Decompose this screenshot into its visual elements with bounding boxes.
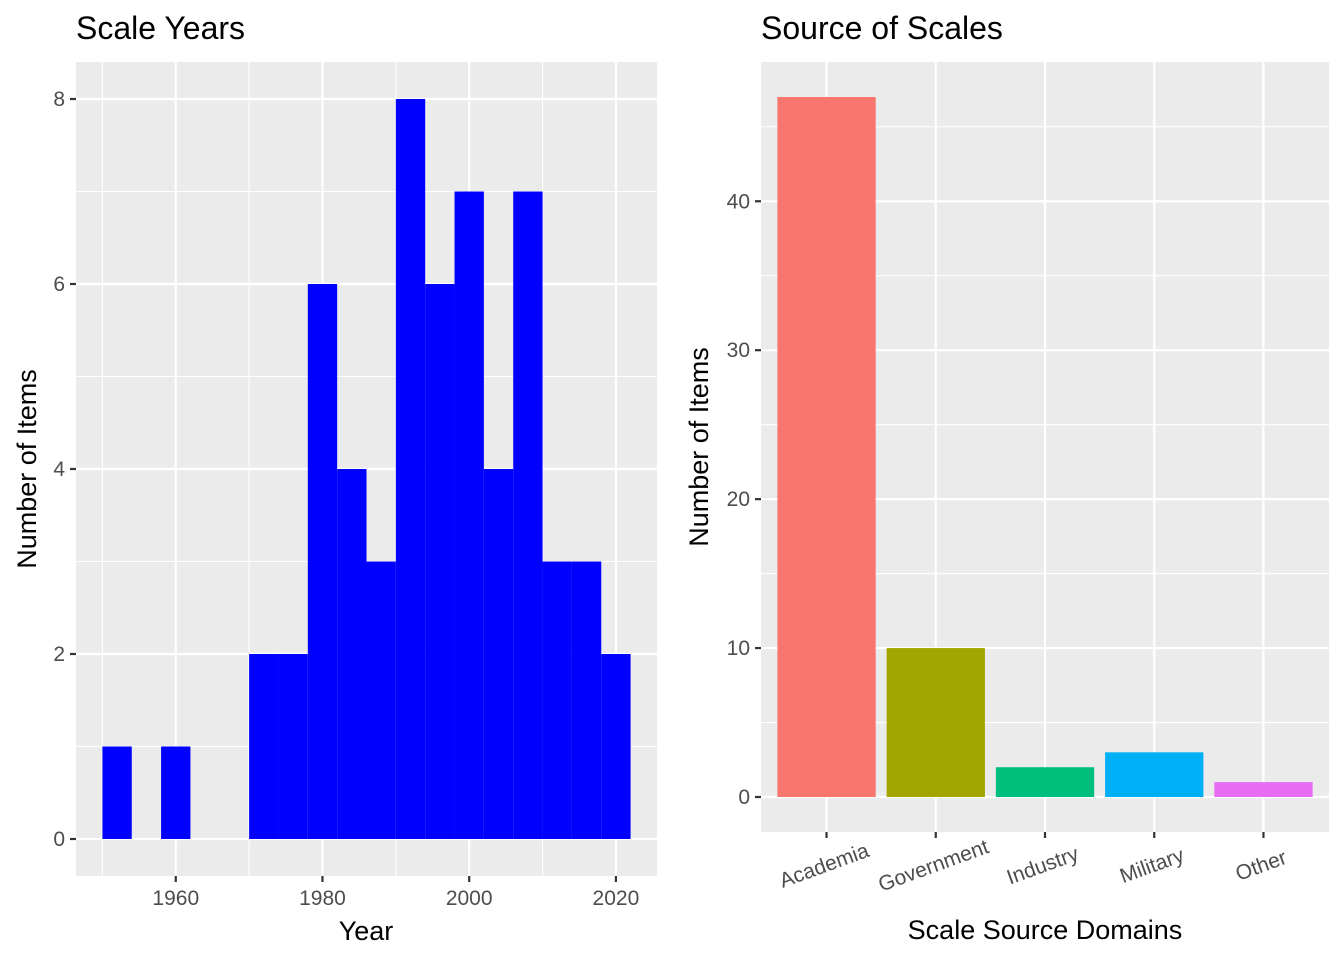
bar-chart-x-axis-title: Scale Source Domains (908, 915, 1183, 945)
histogram-x-tick-label: 2020 (593, 887, 640, 910)
bar-chart-y-tick-label: 10 (727, 637, 750, 660)
histogram-bar (425, 284, 455, 839)
histogram-bar (601, 654, 631, 839)
bar-chart-y-axis-title: Number of Items (684, 347, 714, 547)
histogram-x-tick-label: 1980 (299, 887, 346, 910)
histogram-y-tick-label: 6 (53, 273, 65, 296)
histogram-y-axis-title: Number of Items (12, 369, 42, 569)
histogram-bar (278, 654, 308, 839)
bar-chart-bar-government (886, 648, 985, 797)
histogram-bar (542, 561, 572, 839)
bar-chart-bar-academia (777, 97, 876, 797)
histogram-bar (161, 746, 191, 839)
histogram-bars (102, 99, 631, 839)
histogram-x-axis-ticks: 1960 1980 2000 2020 (152, 876, 639, 910)
histogram-y-tick-label: 4 (53, 458, 65, 481)
source-bar-chart: Source of Scales Academia Government Indus… (684, 10, 1329, 945)
histogram-bar (454, 191, 484, 839)
histogram-y-tick-label: 0 (53, 828, 65, 851)
histogram-bar (102, 746, 132, 839)
histogram-title: Scale Years (76, 10, 245, 46)
bar-chart-bar-military (1105, 752, 1204, 797)
histogram-bar (513, 191, 543, 839)
bar-chart-bars (777, 97, 1313, 797)
bar-chart-y-tick-label: 0 (738, 786, 750, 809)
histogram-bar (483, 469, 514, 839)
histogram-x-tick-label: 2000 (446, 887, 493, 910)
bar-chart-x-tick-label: Government (875, 835, 992, 896)
bar-chart-y-tick-label: 20 (727, 488, 750, 511)
bar-chart-y-tick-label: 40 (727, 190, 750, 213)
bar-chart-x-axis-ticks: Academia Government Industry Military Other (777, 832, 1290, 896)
histogram-bar (337, 469, 367, 839)
bar-chart-x-tick-label: Military (1117, 844, 1188, 889)
bar-chart-title: Source of Scales (761, 10, 1003, 46)
bar-chart-bar-other (1214, 782, 1313, 797)
histogram-x-axis-title: Year (339, 916, 394, 946)
histogram-x-tick-label: 1960 (152, 887, 199, 910)
bar-chart-x-tick-label: Academia (777, 839, 873, 893)
bar-chart-y-tick-label: 30 (727, 339, 750, 362)
histogram-bar (249, 654, 279, 839)
histogram-y-tick-label: 2 (53, 643, 65, 666)
bar-chart-x-tick-label: Other (1233, 846, 1290, 886)
bar-chart-x-tick-label: Industry (1004, 842, 1083, 889)
histogram-bar (571, 561, 602, 839)
bar-chart-y-axis-ticks: 0 10 20 30 40 (727, 190, 761, 809)
histogram-bar (366, 561, 396, 839)
histogram-y-tick-label: 8 (53, 88, 65, 111)
histogram-y-axis-ticks: 0 2 4 6 8 (53, 88, 76, 851)
bar-chart-bar-industry (995, 767, 1095, 797)
histogram-bar (395, 99, 426, 839)
histogram-bar (307, 284, 338, 839)
